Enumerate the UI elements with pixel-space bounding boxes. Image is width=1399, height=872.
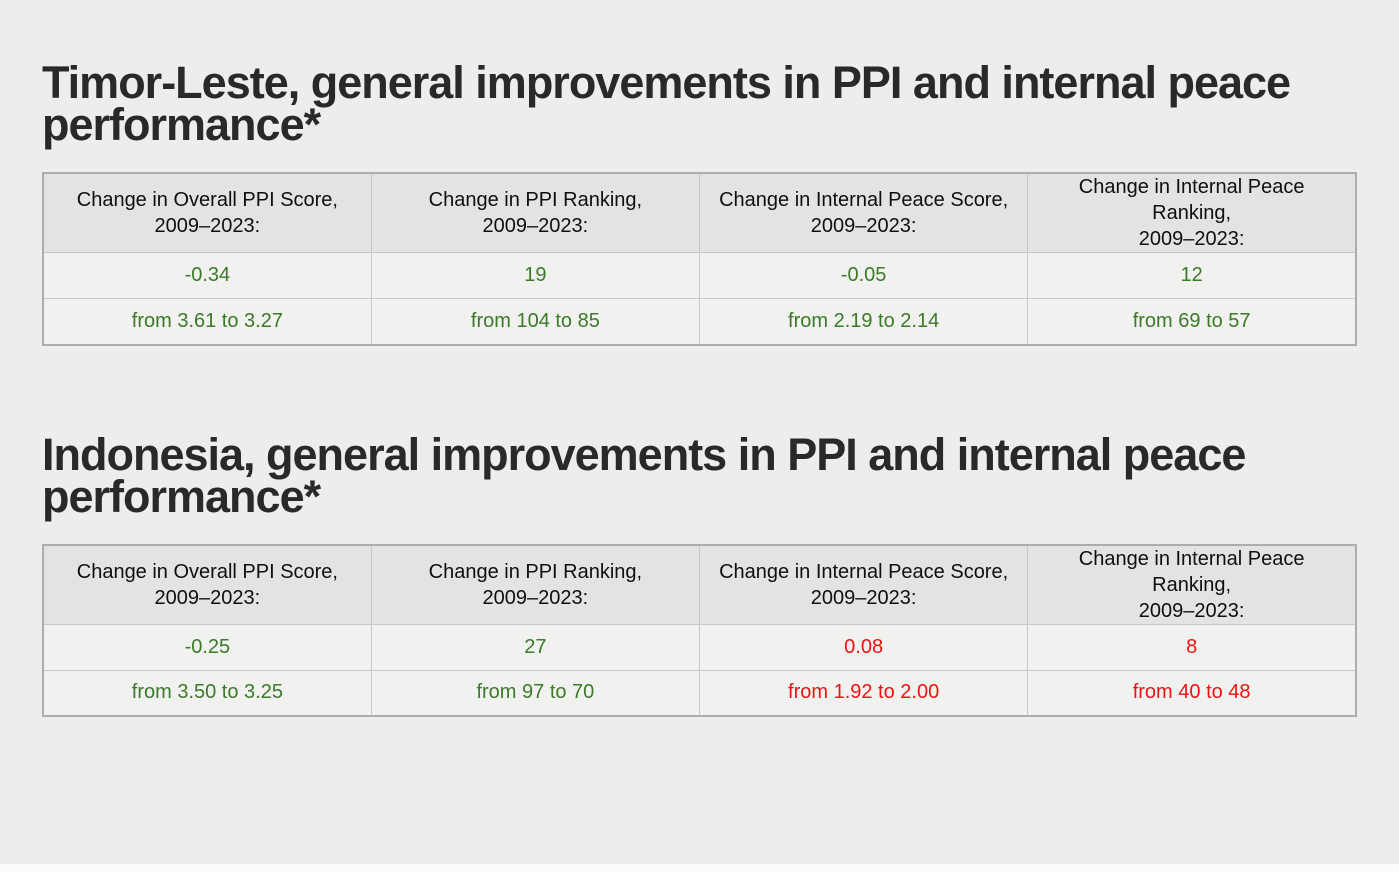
change-value-cell: 27 (370, 623, 701, 671)
range-cell: from 3.61 to 3.27 (42, 298, 372, 345)
header-line-1: Change in Internal Peace Ranking, (1078, 547, 1305, 596)
header-line-2: 2009–2023: (154, 215, 261, 237)
header-line-2: 2009–2023: (810, 586, 917, 609)
header-line-1: Change in Internal Peace Ranking, (1078, 176, 1305, 224)
table-header-row: Change in Overall PPI Score, 2009–2023: … (42, 172, 1357, 253)
header-cell-overall-ppi-score: Change in Overall PPI Score, 2009–2023: (42, 544, 372, 625)
header-line-2: 2009–2023: (482, 215, 589, 237)
header-cell-internal-peace-ranking: Change in Internal Peace Ranking, 2009–2… (1027, 172, 1357, 253)
indonesia-table: Change in Overall PPI Score, 2009–2023: … (42, 543, 1357, 717)
header-cell-internal-peace-ranking: Change in Internal Peace Ranking, 2009–2… (1027, 544, 1357, 625)
range-cell: from 104 to 85 (370, 298, 701, 345)
change-value-cell: -0.25 (42, 623, 372, 671)
header-line-1: Change in Overall PPI Score, (76, 189, 338, 211)
header-line-2: 2009–2023: (482, 586, 589, 609)
header-cell-internal-peace-score: Change in Internal Peace Score, 2009–202… (698, 172, 1029, 253)
header-line-1: Change in Internal Peace Score, (719, 189, 1009, 211)
range-cell: from 97 to 70 (370, 669, 701, 717)
header-line-1: Change in PPI Ranking, (428, 560, 643, 583)
range-cell: from 1.92 to 2.00 (698, 669, 1029, 717)
change-value-cell: 0.08 (698, 623, 1029, 671)
range-cell: from 3.50 to 3.25 (42, 669, 372, 717)
header-line-2: 2009–2023: (1138, 228, 1245, 250)
section-timor-leste: Timor-Leste, general improvements in PPI… (42, 57, 1357, 346)
header-line-2: 2009–2023: (1138, 599, 1245, 622)
header-cell-internal-peace-score: Change in Internal Peace Score, 2009–202… (698, 544, 1029, 625)
change-value-cell: -0.34 (42, 252, 372, 299)
header-line-1: Change in Overall PPI Score, (76, 560, 338, 583)
header-cell-ppi-ranking: Change in PPI Ranking, 2009–2023: (370, 544, 701, 625)
change-value-cell: 12 (1027, 252, 1357, 299)
table-range-row: from 3.50 to 3.25 from 97 to 70 from 1.9… (42, 669, 1357, 717)
range-cell: from 2.19 to 2.14 (698, 298, 1029, 345)
change-value-cell: 19 (370, 252, 701, 299)
change-value-cell: -0.05 (698, 252, 1029, 299)
timor-leste-title: Timor-Leste, general improvements in PPI… (42, 57, 1291, 150)
header-line-1: Change in PPI Ranking, (428, 189, 643, 211)
header-cell-ppi-ranking: Change in PPI Ranking, 2009–2023: (370, 172, 701, 253)
range-cell: from 40 to 48 (1027, 669, 1357, 717)
header-line-2: 2009–2023: (810, 215, 917, 237)
table-range-row: from 3.61 to 3.27 from 104 to 85 from 2.… (42, 298, 1357, 345)
header-line-1: Change in Internal Peace Score, (719, 560, 1009, 583)
page-content: Timor-Leste, general improvements in PPI… (0, 57, 1399, 717)
bottom-strip (0, 864, 1399, 872)
header-cell-overall-ppi-score: Change in Overall PPI Score, 2009–2023: (42, 172, 372, 253)
table-change-row: -0.34 19 -0.05 12 (42, 252, 1357, 299)
table-change-row: -0.25 27 0.08 8 (42, 623, 1357, 671)
timor-leste-table: Change in Overall PPI Score, 2009–2023: … (42, 172, 1357, 346)
indonesia-title: Indonesia, general improvements in PPI a… (42, 428, 1246, 522)
range-cell: from 69 to 57 (1027, 298, 1357, 345)
section-indonesia: Indonesia, general improvements in PPI a… (42, 428, 1357, 717)
header-line-2: 2009–2023: (154, 586, 261, 609)
table-header-row: Change in Overall PPI Score, 2009–2023: … (42, 544, 1357, 625)
change-value-cell: 8 (1027, 623, 1357, 671)
